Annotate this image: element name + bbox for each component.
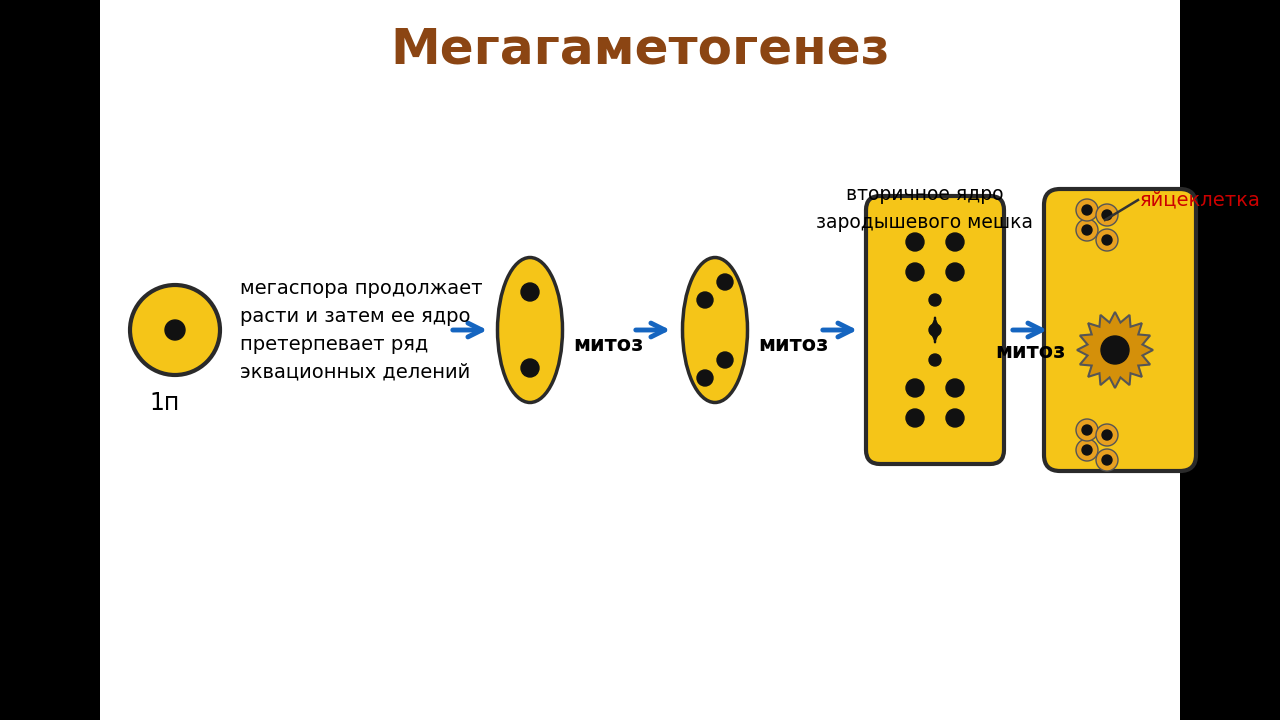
Text: мегаспора продолжает
расти и затем ее ядро
претерпевает ряд
эквационных делений: мегаспора продолжает расти и затем ее яд… <box>241 279 483 382</box>
Circle shape <box>1102 430 1112 440</box>
Circle shape <box>1102 455 1112 465</box>
Bar <box>100 0 1180 720</box>
Circle shape <box>1096 424 1117 446</box>
Circle shape <box>946 233 964 251</box>
Circle shape <box>1082 425 1092 435</box>
Circle shape <box>1102 235 1112 245</box>
FancyBboxPatch shape <box>867 196 1004 464</box>
Circle shape <box>1082 205 1092 215</box>
Circle shape <box>946 379 964 397</box>
Circle shape <box>1082 445 1092 455</box>
Circle shape <box>946 263 964 281</box>
Circle shape <box>906 379 924 397</box>
Circle shape <box>946 409 964 427</box>
Circle shape <box>906 233 924 251</box>
Circle shape <box>1076 419 1098 441</box>
Circle shape <box>1076 199 1098 221</box>
Circle shape <box>906 409 924 427</box>
Circle shape <box>1082 225 1092 235</box>
Text: 1п: 1п <box>150 391 180 415</box>
Circle shape <box>131 285 220 375</box>
Text: митоз: митоз <box>995 342 1065 362</box>
Text: митоз: митоз <box>573 335 643 355</box>
Text: вторичное ядро
зародышевого мешка: вторичное ядро зародышевого мешка <box>817 185 1033 232</box>
Text: митоз: митоз <box>758 335 828 355</box>
Text: яйцеклетка: яйцеклетка <box>1140 191 1261 210</box>
Circle shape <box>717 274 733 290</box>
Circle shape <box>1096 449 1117 471</box>
Circle shape <box>1101 336 1129 364</box>
Ellipse shape <box>498 258 562 402</box>
Circle shape <box>1096 204 1117 226</box>
Text: Мегагаметогенез: Мегагаметогенез <box>390 26 890 74</box>
Circle shape <box>1096 229 1117 251</box>
Circle shape <box>698 370 713 386</box>
Circle shape <box>929 324 941 336</box>
Ellipse shape <box>682 258 748 402</box>
Circle shape <box>1076 439 1098 461</box>
Circle shape <box>1076 219 1098 241</box>
Polygon shape <box>1076 312 1153 388</box>
Circle shape <box>717 352 733 368</box>
Circle shape <box>1102 210 1112 220</box>
Circle shape <box>165 320 186 340</box>
Circle shape <box>521 283 539 301</box>
Circle shape <box>698 292 713 308</box>
Circle shape <box>929 294 941 306</box>
Circle shape <box>906 263 924 281</box>
Circle shape <box>521 359 539 377</box>
FancyBboxPatch shape <box>1044 189 1196 471</box>
Circle shape <box>929 354 941 366</box>
